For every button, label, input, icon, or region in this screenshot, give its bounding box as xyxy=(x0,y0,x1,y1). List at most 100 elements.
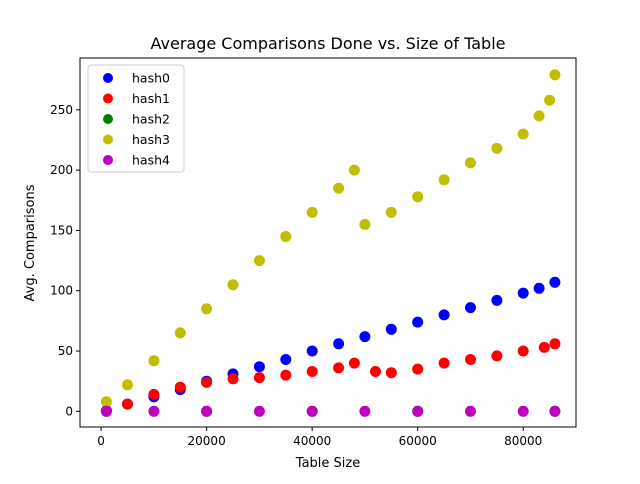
legend-item-hash4: hash4 xyxy=(103,153,170,168)
legend-label: hash1 xyxy=(132,91,170,106)
hash3-point xyxy=(385,206,397,218)
hash3-point xyxy=(306,206,318,218)
hash4-point xyxy=(100,405,112,417)
legend-label: hash3 xyxy=(132,132,170,147)
hash0-point xyxy=(517,287,529,299)
hash4-point xyxy=(253,405,265,417)
hash3-point xyxy=(148,355,160,367)
hash0-point xyxy=(359,331,371,343)
hash1-point xyxy=(549,338,561,350)
plot-frame xyxy=(79,57,577,428)
x-axis-label: Table Size xyxy=(295,456,360,471)
hash0-point xyxy=(491,294,503,306)
legend-marker xyxy=(103,73,113,83)
hash0-point xyxy=(465,302,476,314)
legend-marker xyxy=(103,155,113,165)
series-hash4 xyxy=(100,405,561,417)
hash1-point xyxy=(370,366,381,377)
x-axis-ticks: 0 20000 40000 60000 80000 xyxy=(97,427,542,448)
y-tick-label: 200 xyxy=(50,163,73,177)
legend-box xyxy=(87,64,185,173)
hash3-point xyxy=(359,218,371,230)
hash3-point xyxy=(412,191,424,203)
hash3-point xyxy=(491,142,503,154)
x-tick-label: 40000 xyxy=(293,434,331,448)
legend-item-hash1: hash1 xyxy=(103,91,170,106)
hash0-point xyxy=(306,345,318,357)
legend-marker xyxy=(103,114,113,124)
hash3-point xyxy=(174,327,186,339)
hash1-point xyxy=(438,357,450,369)
hash1-point xyxy=(517,345,529,357)
hash3-point xyxy=(280,231,292,242)
hash0-point xyxy=(280,354,292,365)
x-tick-label: 0 xyxy=(97,434,105,448)
hash1-point xyxy=(201,376,213,388)
y-tick-label: 100 xyxy=(50,284,73,298)
hash0-point xyxy=(549,276,561,288)
hash3-point xyxy=(348,164,360,176)
y-axis-ticks: 0 50 100 150 200 250 xyxy=(50,103,80,418)
hash1-point xyxy=(465,354,476,365)
x-tick-label: 20000 xyxy=(188,434,226,448)
y-tick-label: 150 xyxy=(50,223,73,237)
legend-label: hash0 xyxy=(132,71,170,86)
y-tick-label: 50 xyxy=(58,344,73,358)
hash1-point xyxy=(253,372,265,384)
data-points xyxy=(100,69,561,417)
hash0-point xyxy=(533,282,545,294)
hash0-point xyxy=(333,338,345,350)
hash1-point xyxy=(174,381,186,393)
hash1-point xyxy=(385,367,397,379)
hash0-point xyxy=(385,323,397,335)
hash4-point xyxy=(148,405,160,417)
hash1-point xyxy=(348,357,360,369)
hash1-point xyxy=(538,341,550,353)
chart-title: Average Comparisons Done vs. Size of Tab… xyxy=(151,34,506,53)
hash1-point xyxy=(122,398,133,410)
legend-marker xyxy=(103,134,113,145)
hash1-point xyxy=(280,369,292,381)
hash3-point xyxy=(465,157,476,169)
hash4-point xyxy=(517,405,529,417)
legend-label: hash2 xyxy=(132,112,170,127)
y-tick-label: 250 xyxy=(50,103,73,117)
hash0-point xyxy=(438,309,450,321)
legend-marker xyxy=(103,93,113,104)
legend-label: hash4 xyxy=(132,153,170,168)
hash1-point xyxy=(306,366,318,377)
y-axis-label: Avg. Comparisons xyxy=(23,184,38,301)
legend-item-hash2: hash2 xyxy=(103,112,170,127)
legend-item-hash0: hash0 xyxy=(103,71,170,86)
hash1-point xyxy=(148,388,160,400)
hash1-point xyxy=(333,362,345,374)
y-tick-label: 0 xyxy=(65,404,73,418)
x-tick-label: 60000 xyxy=(399,434,437,448)
hash3-point xyxy=(201,303,213,315)
hash4-point xyxy=(412,405,424,417)
hash1-point xyxy=(412,363,424,375)
legend: hash0 hash1 hash2 hash3 hash4 xyxy=(87,64,185,173)
hash3-point xyxy=(544,94,556,106)
hash3-point xyxy=(438,174,450,186)
x-tick-label: 80000 xyxy=(504,434,542,448)
hash3-point xyxy=(533,110,545,122)
hash1-point xyxy=(227,373,239,385)
hash1-point xyxy=(491,350,503,362)
hash4-point xyxy=(306,405,318,417)
hash0-point xyxy=(412,316,424,328)
hash4-point xyxy=(549,405,561,417)
hash3-point xyxy=(100,396,112,408)
hash3-point xyxy=(517,128,529,140)
hash0-point xyxy=(253,361,265,373)
hash3-point xyxy=(333,182,345,194)
legend-item-hash3: hash3 xyxy=(103,132,170,147)
hash4-point xyxy=(359,405,371,417)
hash4-point xyxy=(201,405,213,417)
series-hash3 xyxy=(100,69,561,408)
series-hash1 xyxy=(100,338,561,417)
hash3-point xyxy=(253,255,265,267)
hash3-point xyxy=(227,279,239,291)
